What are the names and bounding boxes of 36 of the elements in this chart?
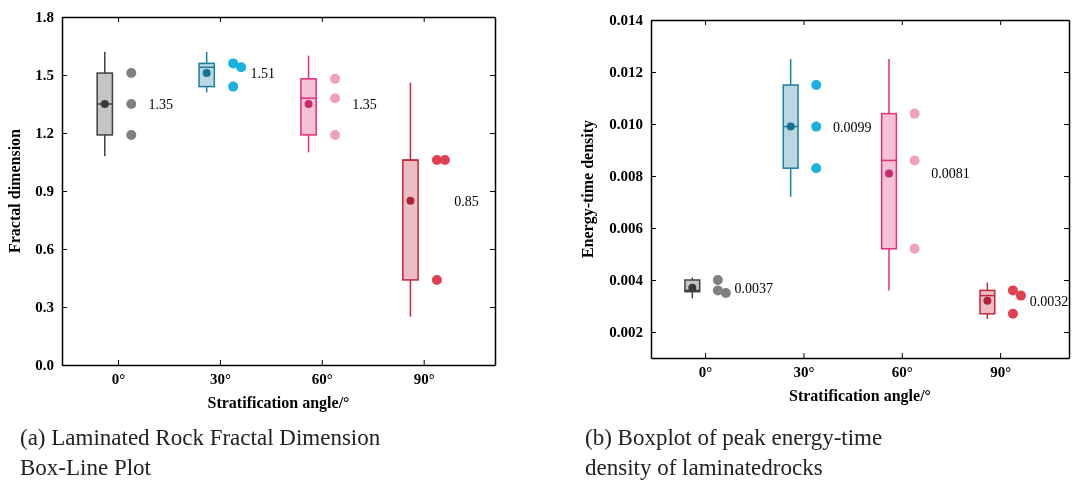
x-tick-label: 90° (990, 363, 1012, 380)
annotation: 1.35 (148, 96, 174, 112)
y-tick-label: 0.012 (609, 64, 643, 81)
annotation: 0.85 (454, 193, 479, 209)
y-axis-title: Energy-time density (579, 119, 597, 259)
annotation: 0.0099 (832, 119, 872, 135)
y-tick-label: 0.008 (609, 168, 643, 185)
text: (a) Laminated Rock Fractal Dimension Box-Line Plot (20, 425, 381, 480)
y-tick-label: 0.004 (609, 272, 644, 289)
annotation: 0.0037 (734, 280, 774, 296)
x-axis-title: Stratification angle/° (207, 394, 350, 412)
x-tick-label: 0° (698, 363, 713, 380)
y-tick-label: 1.5 (35, 67, 54, 84)
y-tick-label: 0.9 (35, 183, 54, 200)
x-tick-label: 90° (413, 370, 435, 387)
x-axis-title: Stratification angle/° (789, 387, 931, 405)
x-tick-label: 30° (793, 363, 815, 380)
annotation: 0.0032 (1029, 293, 1069, 309)
annotation: 0.0081 (931, 166, 970, 182)
x-tick-label: 60° (311, 370, 333, 387)
y-tick-label: 1.8 (35, 9, 54, 26)
annotation: 1.35 (352, 96, 377, 112)
x-tick-label: 30° (209, 370, 231, 387)
y-tick-label: 0.002 (609, 324, 643, 341)
text: (b) Boxplot of peak energy-time density of laminatedrocks (585, 425, 883, 480)
y-tick-label: 0.010 (609, 116, 643, 133)
y-tick-label: 0.6 (35, 241, 55, 258)
y-tick-label: 0.006 (609, 220, 644, 237)
y-tick-label: 1.2 (35, 125, 54, 142)
annotation: 1.51 (250, 65, 275, 81)
y-axis-title: Fractal dimension (6, 128, 23, 253)
x-tick-label: 60° (891, 363, 913, 380)
y-tick-label: 0.014 (609, 12, 644, 29)
y-tick-label: 0.3 (35, 299, 54, 316)
y-tick-label: 0.0 (35, 357, 54, 374)
x-tick-label: 0° (111, 370, 126, 387)
